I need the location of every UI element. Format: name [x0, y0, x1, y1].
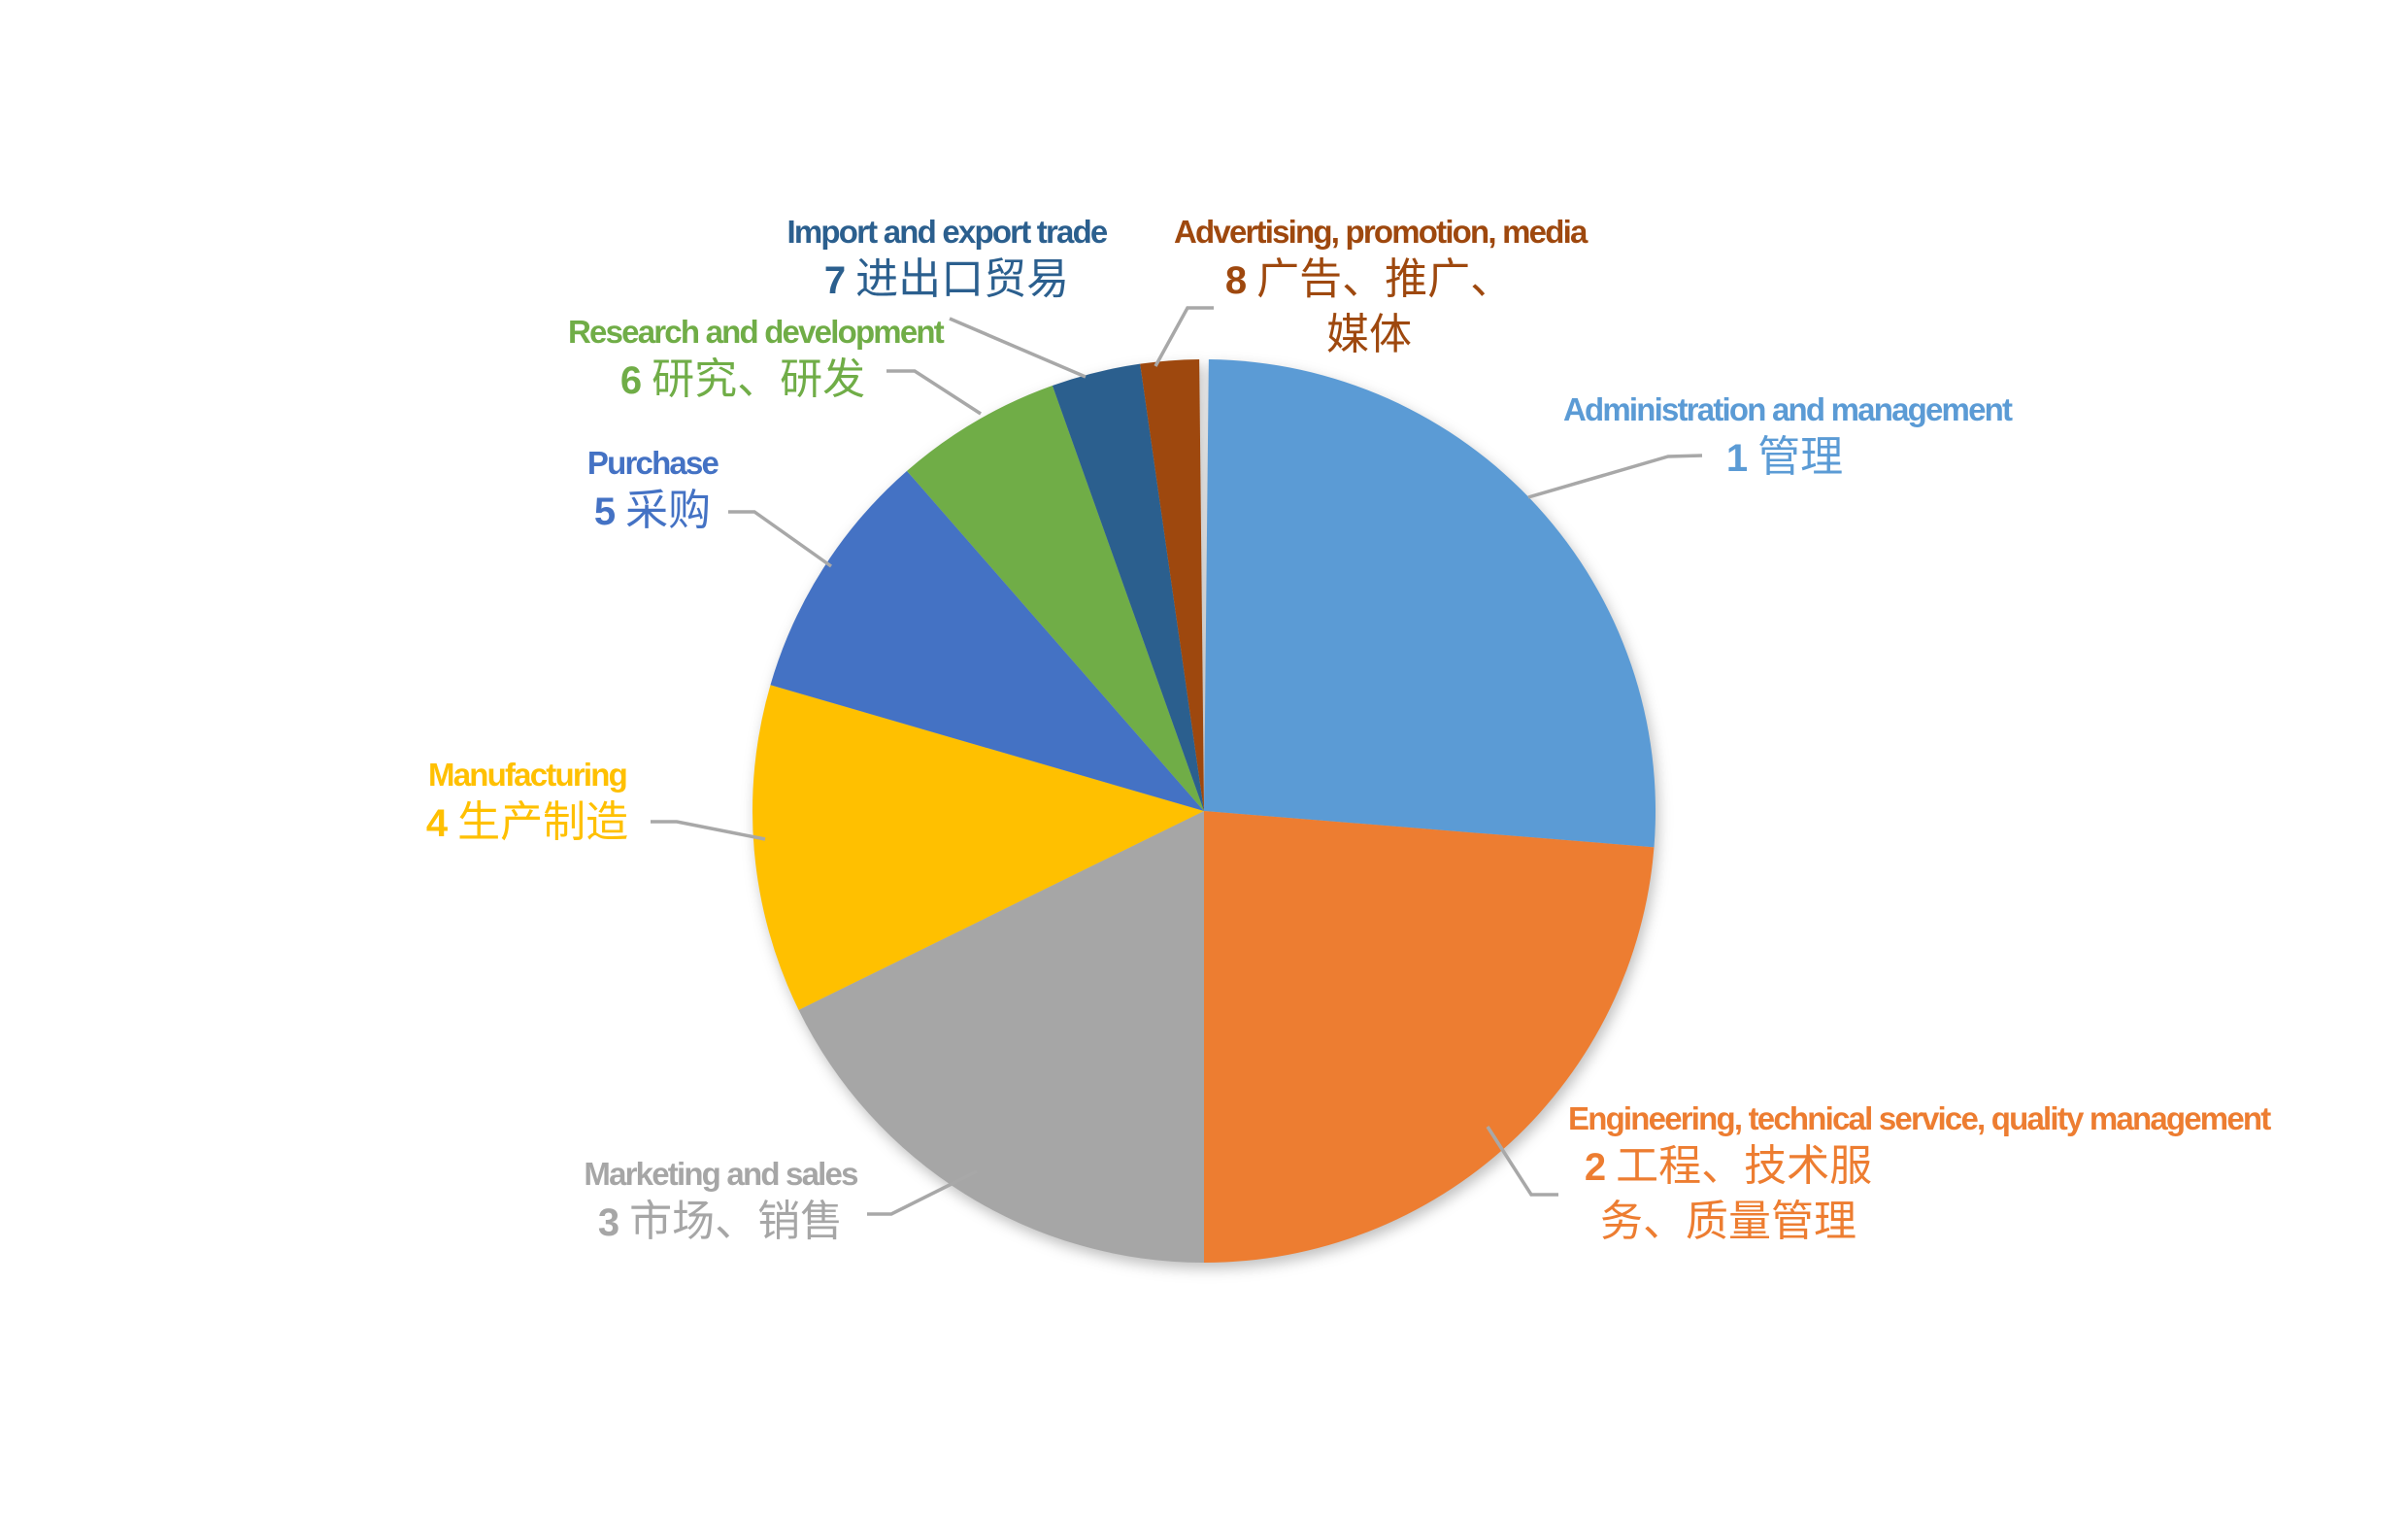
slice-zh-text-line2: 媒体	[1326, 311, 1412, 359]
pie-slice-4-manufacturing	[752, 685, 1204, 1010]
leader-line-purchase	[728, 510, 833, 568]
slice-number: 8	[1224, 258, 1248, 302]
slice-zh-text: 进出口贸易	[855, 254, 1070, 303]
slice-label-en: Advertising, promotion, media	[1174, 214, 1588, 250]
slice-label-en: Research and development	[568, 314, 945, 350]
slice-label-marketing: Marketing and sales 3 市场、销售	[546, 1156, 895, 1249]
pie-slices	[752, 359, 1656, 1263]
slice-label-en: Purchase	[586, 445, 719, 481]
slice-label-zh: 4 生产制造	[372, 794, 683, 850]
slice-label-en: Administration and management	[1563, 391, 2013, 427]
slice-zh-text-line2: 务、质量管理	[1600, 1198, 1856, 1246]
pie-slice-3-marketing-and-sales	[798, 811, 1204, 1263]
slice-label-research: Research and development 6 研究、研发	[568, 314, 945, 407]
slice-number: 6	[619, 358, 643, 402]
slice-number: 4	[425, 801, 449, 845]
slice-number: 1	[1725, 436, 1749, 480]
slice-label-administration: Administration and management 1 管理	[1563, 391, 2013, 485]
slice-label-manufacturing: Manufacturing 4 生产制造	[372, 757, 683, 850]
slice-label-zh: 5 采购	[497, 483, 808, 538]
leader-line-advertising	[1154, 306, 1214, 367]
slice-label-en: Marketing and sales	[584, 1156, 858, 1192]
slice-label-zh: 6 研究、研发	[568, 352, 918, 407]
slice-zh-text: 市场、销售	[629, 1197, 844, 1245]
slice-number: 7	[823, 258, 847, 302]
slice-label-engineering-en: Engineering, technical service, quality …	[1568, 1100, 2271, 1136]
slice-number: 5	[593, 490, 617, 533]
leader-line-research	[886, 369, 982, 416]
slice-label-advertising: Advertising, promotion, media 8 广告、推广、 媒体	[1174, 214, 1588, 362]
leader-line-marketing	[867, 1169, 978, 1216]
leader-line-manufacturing	[651, 820, 766, 841]
leader-lines	[651, 306, 1703, 1216]
slice-label-en: Manufacturing	[428, 757, 628, 793]
slice-label-zh: 8 广告、推广、	[1174, 252, 1564, 307]
leader-line-import-export	[949, 317, 1087, 379]
slice-number: 3	[597, 1200, 620, 1244]
pie-slice-5-purchase	[770, 470, 1204, 811]
pie-slice-2-engineering-technical-service-quality-management	[1204, 811, 1655, 1263]
slice-label-import-export: Import and export trade 7 进出口贸易	[767, 214, 1126, 307]
leader-line-engineering	[1486, 1126, 1558, 1197]
slice-zh-text: 采购	[625, 486, 712, 534]
pie-slice-7-import-and-export-trade	[1052, 363, 1204, 811]
slice-zh-text: 工程、技术服	[1616, 1142, 1873, 1190]
slice-zh-text: 管理	[1757, 432, 1844, 481]
slice-zh-text: 生产制造	[457, 797, 629, 846]
pie-slice-6-research-and-development	[907, 385, 1204, 811]
slice-label-zh: 7 进出口贸易	[767, 252, 1126, 307]
slice-zh-text: 广告、推广、	[1256, 254, 1514, 303]
slice-label-en: Import and export trade	[786, 214, 1109, 250]
slice-number: 2	[1584, 1146, 1607, 1189]
slice-label-engineering-zh: 2 工程、技术服 务、质量管理	[1566, 1138, 1890, 1249]
slice-label-purchase: Purchase 5 采购	[497, 445, 808, 538]
slice-label-zh: 1 管理	[1563, 429, 2006, 485]
pie-slice-1-administration-and-management	[1204, 359, 1656, 848]
leader-line-administration	[1527, 454, 1703, 499]
slice-zh-text: 研究、研发	[652, 355, 866, 403]
slice-label-zh: 3 市场、销售	[546, 1194, 895, 1249]
pie-slice-8-advertising-promotion-media	[1140, 359, 1204, 811]
